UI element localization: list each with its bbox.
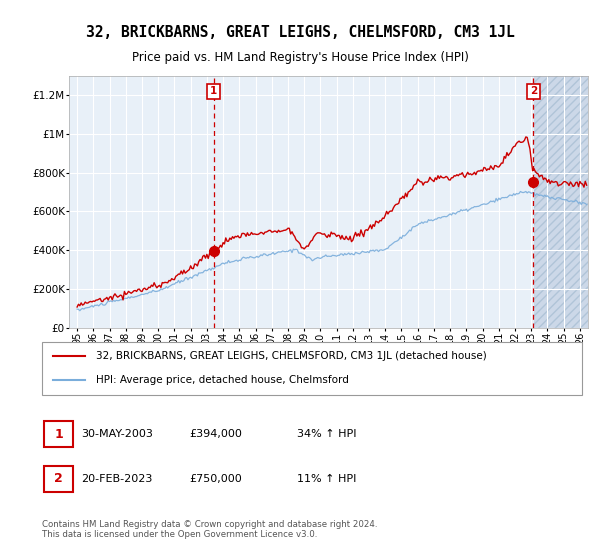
Text: 34% ↑ HPI: 34% ↑ HPI [297,429,356,439]
Text: Contains HM Land Registry data © Crown copyright and database right 2024.
This d: Contains HM Land Registry data © Crown c… [42,520,377,539]
Text: 2: 2 [530,86,537,96]
Text: 32, BRICKBARNS, GREAT LEIGHS, CHELMSFORD, CM3 1JL: 32, BRICKBARNS, GREAT LEIGHS, CHELMSFORD… [86,25,514,40]
Text: 32, BRICKBARNS, GREAT LEIGHS, CHELMSFORD, CM3 1JL (detached house): 32, BRICKBARNS, GREAT LEIGHS, CHELMSFORD… [96,351,487,361]
Text: 2: 2 [54,472,63,486]
Text: 20-FEB-2023: 20-FEB-2023 [81,474,152,484]
FancyBboxPatch shape [44,466,73,492]
Text: HPI: Average price, detached house, Chelmsford: HPI: Average price, detached house, Chel… [96,375,349,385]
Text: 1: 1 [210,86,217,96]
FancyBboxPatch shape [42,342,582,395]
Text: £750,000: £750,000 [189,474,242,484]
Text: 30-MAY-2003: 30-MAY-2003 [81,429,153,439]
Text: 1: 1 [54,427,63,441]
Bar [535,76,588,328]
Text: £394,000: £394,000 [189,429,242,439]
Text: Price paid vs. HM Land Registry's House Price Index (HPI): Price paid vs. HM Land Registry's House … [131,50,469,64]
Text: 11% ↑ HPI: 11% ↑ HPI [297,474,356,484]
FancyBboxPatch shape [44,421,73,447]
